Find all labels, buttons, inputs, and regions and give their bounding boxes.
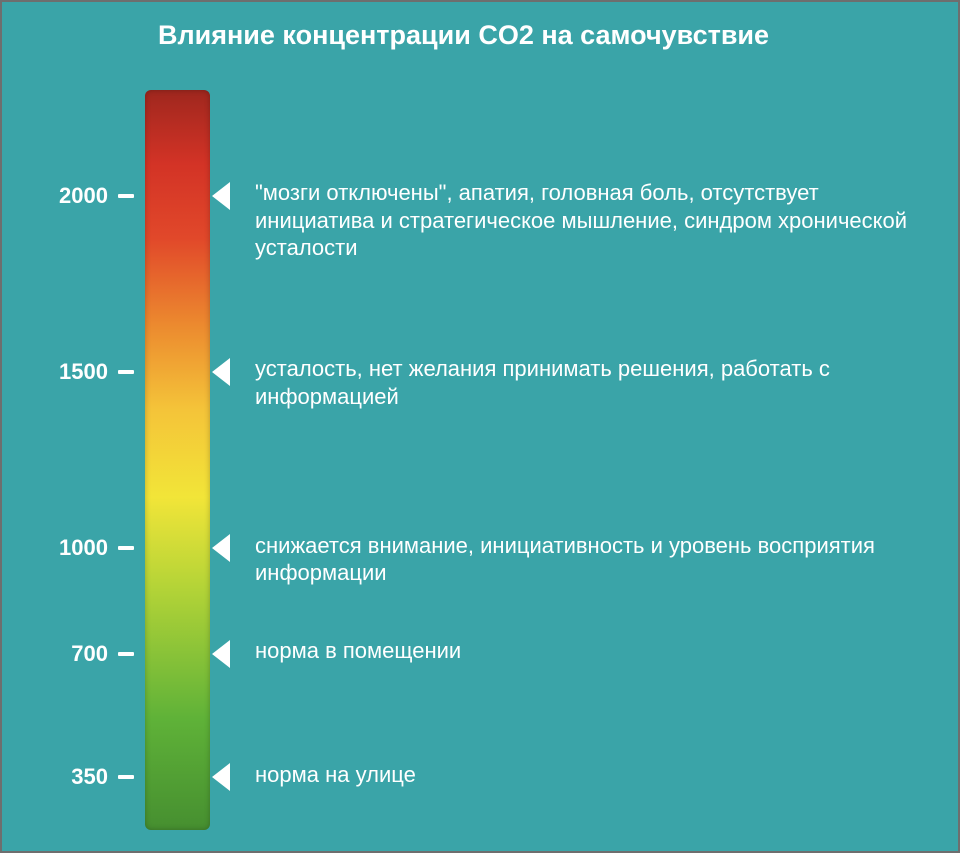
annotation-text: "мозги отключены", апатия, головная боль… — [255, 179, 935, 262]
y-tick-dash — [118, 194, 134, 198]
image-border — [0, 0, 960, 853]
y-tick-dash — [118, 652, 134, 656]
y-tick-dash — [118, 546, 134, 550]
annotation-text: норма в помещении — [255, 637, 935, 665]
y-tick-label: 2000 — [59, 183, 108, 209]
y-tick-dash — [118, 775, 134, 779]
y-tick-label: 1000 — [59, 535, 108, 561]
annotation-text: снижается внимание, инициативность и уро… — [255, 532, 935, 587]
chart-title: Влияние концентрации CO2 на самочувствие — [158, 20, 769, 51]
annotation-pointer-icon — [212, 640, 230, 668]
y-tick-label: 1500 — [59, 359, 108, 385]
gradient-bar — [145, 90, 210, 830]
annotation-pointer-icon — [212, 358, 230, 386]
annotation-pointer-icon — [212, 534, 230, 562]
y-tick-label: 700 — [71, 641, 108, 667]
y-tick-dash — [118, 370, 134, 374]
annotation-pointer-icon — [212, 182, 230, 210]
annotation-text: усталость, нет желания принимать решения… — [255, 355, 935, 410]
annotation-pointer-icon — [212, 763, 230, 791]
co2-infographic: Влияние концентрации CO2 на самочувствие… — [0, 0, 960, 853]
annotation-text: норма на улице — [255, 761, 935, 789]
y-tick-label: 350 — [71, 764, 108, 790]
